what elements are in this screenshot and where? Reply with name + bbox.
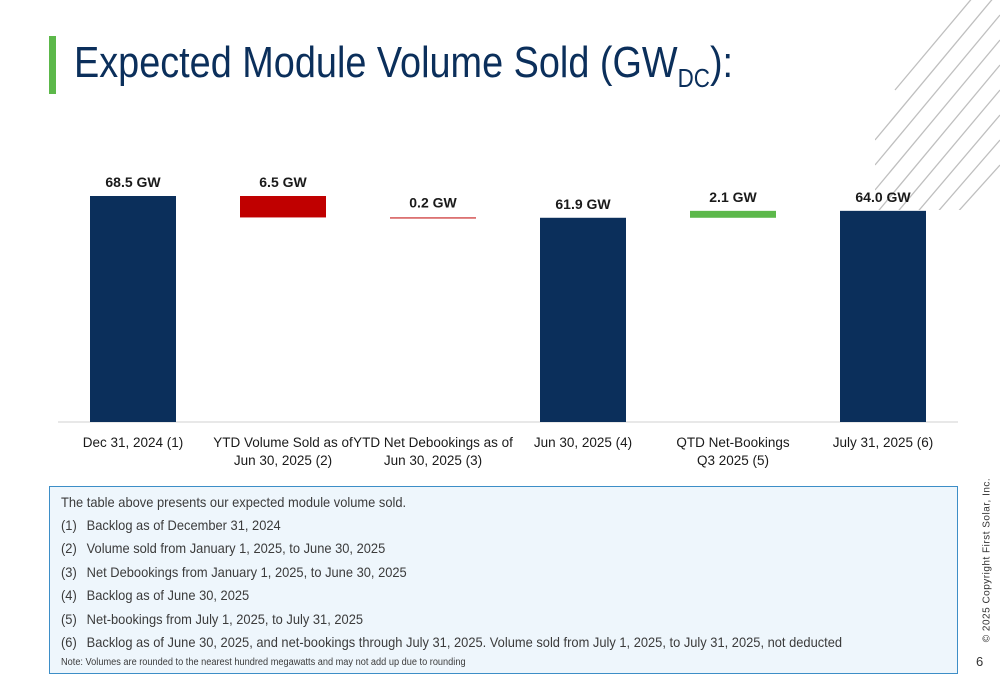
- waterfall-chart: 68.5 GW Dec 31, 2024 (1) 6.5 GW YTD Volume …: [58, 174, 958, 468]
- slide-title: Expected Module Volume Sold (GWDC):: [74, 34, 733, 92]
- note-text: Backlog as of June 30, 2025: [86, 587, 250, 604]
- note-item: (2) Volume sold from January 1, 2025, to…: [61, 540, 885, 557]
- note-item: (6) Backlog as of June 30, 2025, and net…: [61, 634, 885, 651]
- title-accent-bar: [49, 36, 56, 94]
- notes-intro: The table above presents our expected mo…: [61, 494, 407, 510]
- note-text: Backlog as of June 30, 2025, and net-boo…: [86, 633, 843, 650]
- category-label: QTD Net-Bookings: [676, 435, 790, 450]
- note-item: (1) Backlog as of December 31, 2024: [61, 517, 885, 534]
- bar-total: [90, 196, 176, 422]
- category-label: Jun 30, 2025 (4): [534, 435, 632, 450]
- note-item: (3) Net Debookings from January 1, 2025,…: [61, 564, 885, 581]
- data-label: 6.5 GW: [259, 174, 307, 190]
- bar-increase: [690, 210, 776, 218]
- note-text: Backlog as of December 31, 2024: [86, 517, 281, 533]
- note-number: (5): [61, 610, 77, 627]
- copyright-text: © 2025 Copyright First Solar, Inc.: [981, 477, 993, 643]
- category-label: Jun 30, 2025 (3): [384, 453, 482, 468]
- note-item: (5) Net-bookings from July 1, 2025, to J…: [61, 611, 885, 628]
- note-number: (6): [61, 633, 77, 650]
- title-end: ):: [709, 38, 734, 87]
- data-label: 68.5 GW: [105, 174, 161, 190]
- bar-total: [540, 217, 626, 422]
- data-label: 64.0 GW: [855, 189, 911, 205]
- note-text: Volume sold from January 1, 2025, to Jun…: [86, 540, 386, 557]
- category-label: Jun 30, 2025 (2): [234, 453, 332, 468]
- title-subscript: DC: [677, 63, 710, 93]
- category-label: Dec 31, 2024 (1): [83, 435, 184, 450]
- rounding-footnote: Note: Volumes are rounded to the nearest…: [61, 657, 466, 669]
- page-number: 6: [976, 654, 984, 669]
- notes-list: (1) Backlog as of December 31, 2024 (2) …: [61, 517, 957, 651]
- data-label: 61.9 GW: [555, 196, 611, 212]
- bar-total: [840, 210, 926, 422]
- note-number: (4): [61, 587, 77, 604]
- note-number: (3): [61, 563, 77, 580]
- data-label: 0.2 GW: [409, 194, 457, 210]
- title-main: Expected Module Volume Sold (GW: [74, 38, 678, 87]
- category-label: July 31, 2025 (6): [833, 435, 934, 450]
- bar-decrease: [240, 196, 326, 218]
- note-number: (2): [61, 540, 77, 557]
- category-label: YTD Volume Sold as of: [213, 435, 353, 450]
- notes-box: The table above presents our expected mo…: [49, 486, 958, 674]
- category-label: Q3 2025 (5): [697, 453, 769, 468]
- diagonal-stripes-decoration: [875, 0, 1000, 210]
- category-label: YTD Net Debookings as of: [353, 435, 513, 450]
- note-item: (4) Backlog as of June 30, 2025: [61, 587, 885, 604]
- note-text: Net Debookings from January 1, 2025, to …: [86, 563, 407, 580]
- bar-decrease: [390, 217, 476, 219]
- data-label: 2.1 GW: [709, 189, 757, 205]
- note-number: (1): [61, 517, 77, 533]
- note-text: Net-bookings from July 1, 2025, to July …: [86, 610, 364, 627]
